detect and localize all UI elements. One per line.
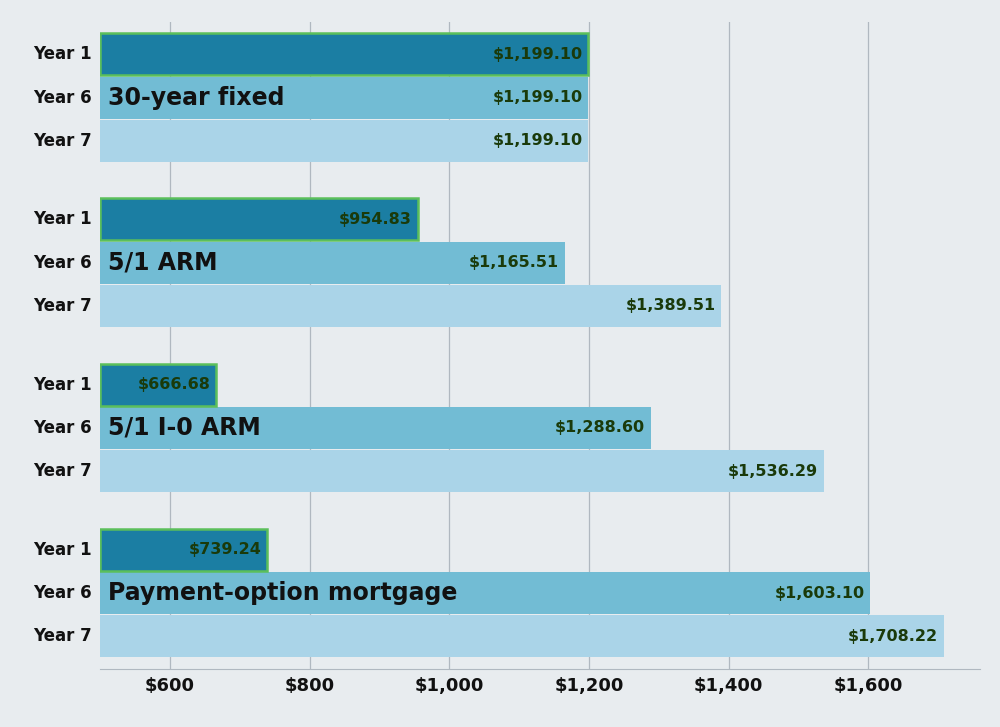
Text: Year 6: Year 6 bbox=[33, 89, 92, 107]
Text: $1,603.10: $1,603.10 bbox=[775, 586, 865, 601]
Text: Year 7: Year 7 bbox=[33, 627, 92, 646]
Text: Payment-option mortgage: Payment-option mortgage bbox=[108, 581, 458, 605]
Bar bbox=[100, 285, 721, 327]
Bar bbox=[100, 572, 870, 614]
Text: Year 6: Year 6 bbox=[33, 584, 92, 602]
Text: $1,199.10: $1,199.10 bbox=[493, 47, 583, 62]
Bar bbox=[100, 242, 565, 284]
Text: Year 1: Year 1 bbox=[33, 210, 92, 228]
Text: Year 6: Year 6 bbox=[33, 254, 92, 272]
Bar bbox=[100, 616, 944, 657]
Text: Year 7: Year 7 bbox=[33, 462, 92, 481]
Bar bbox=[100, 364, 216, 406]
Bar bbox=[100, 198, 418, 241]
Text: Year 1: Year 1 bbox=[33, 45, 92, 63]
Bar bbox=[100, 198, 418, 241]
Text: 5/1 ARM: 5/1 ARM bbox=[108, 251, 218, 275]
Text: Year 1: Year 1 bbox=[33, 376, 92, 393]
Text: $666.68: $666.68 bbox=[138, 377, 211, 392]
Bar bbox=[100, 407, 651, 449]
Bar bbox=[100, 33, 588, 75]
Bar bbox=[100, 120, 588, 162]
Text: $1,536.29: $1,536.29 bbox=[728, 464, 818, 478]
Text: Year 7: Year 7 bbox=[33, 132, 92, 150]
Bar bbox=[100, 33, 588, 75]
Bar bbox=[100, 364, 216, 406]
Text: $954.83: $954.83 bbox=[339, 212, 412, 227]
Text: $1,389.51: $1,389.51 bbox=[626, 299, 716, 313]
Text: $1,288.60: $1,288.60 bbox=[555, 420, 645, 435]
Text: Year 6: Year 6 bbox=[33, 419, 92, 437]
Text: 30-year fixed: 30-year fixed bbox=[108, 86, 285, 110]
Text: $739.24: $739.24 bbox=[189, 542, 262, 558]
Text: 5/1 I-0 ARM: 5/1 I-0 ARM bbox=[108, 416, 261, 440]
Bar bbox=[100, 529, 267, 571]
Text: Year 1: Year 1 bbox=[33, 541, 92, 559]
Text: $1,199.10: $1,199.10 bbox=[493, 133, 583, 148]
Bar bbox=[100, 450, 824, 492]
Text: $1,165.51: $1,165.51 bbox=[469, 255, 559, 270]
Bar bbox=[100, 529, 267, 571]
Text: $1,708.22: $1,708.22 bbox=[848, 629, 938, 644]
Text: $1,199.10: $1,199.10 bbox=[493, 90, 583, 105]
Text: Year 7: Year 7 bbox=[33, 297, 92, 315]
Bar bbox=[100, 76, 588, 119]
